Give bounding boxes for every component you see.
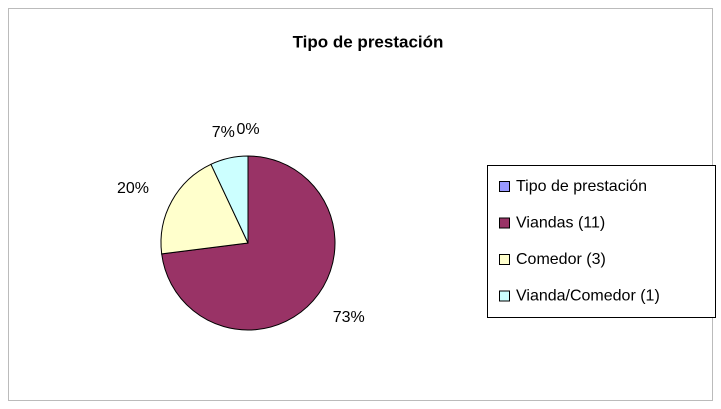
data-label: 20% xyxy=(117,180,149,197)
legend-swatch xyxy=(499,217,510,229)
legend-label: Viandas (11) xyxy=(516,215,605,232)
legend-label: Tipo de prestación xyxy=(516,178,647,195)
data-label: 7% xyxy=(212,124,235,141)
legend-swatch xyxy=(499,254,510,265)
pie-slice xyxy=(160,163,249,255)
legend-box xyxy=(487,165,716,318)
pie-slice xyxy=(210,155,249,244)
legend-label: Comedor (3) xyxy=(516,251,606,268)
legend-swatch xyxy=(499,290,510,302)
legend-label: Vianda/Comedor (1) xyxy=(516,288,660,305)
data-label: 73% xyxy=(333,309,365,326)
legend-swatch xyxy=(499,181,510,192)
chart-title: Tipo de prestación xyxy=(293,32,444,51)
data-label: 0% xyxy=(236,121,259,138)
